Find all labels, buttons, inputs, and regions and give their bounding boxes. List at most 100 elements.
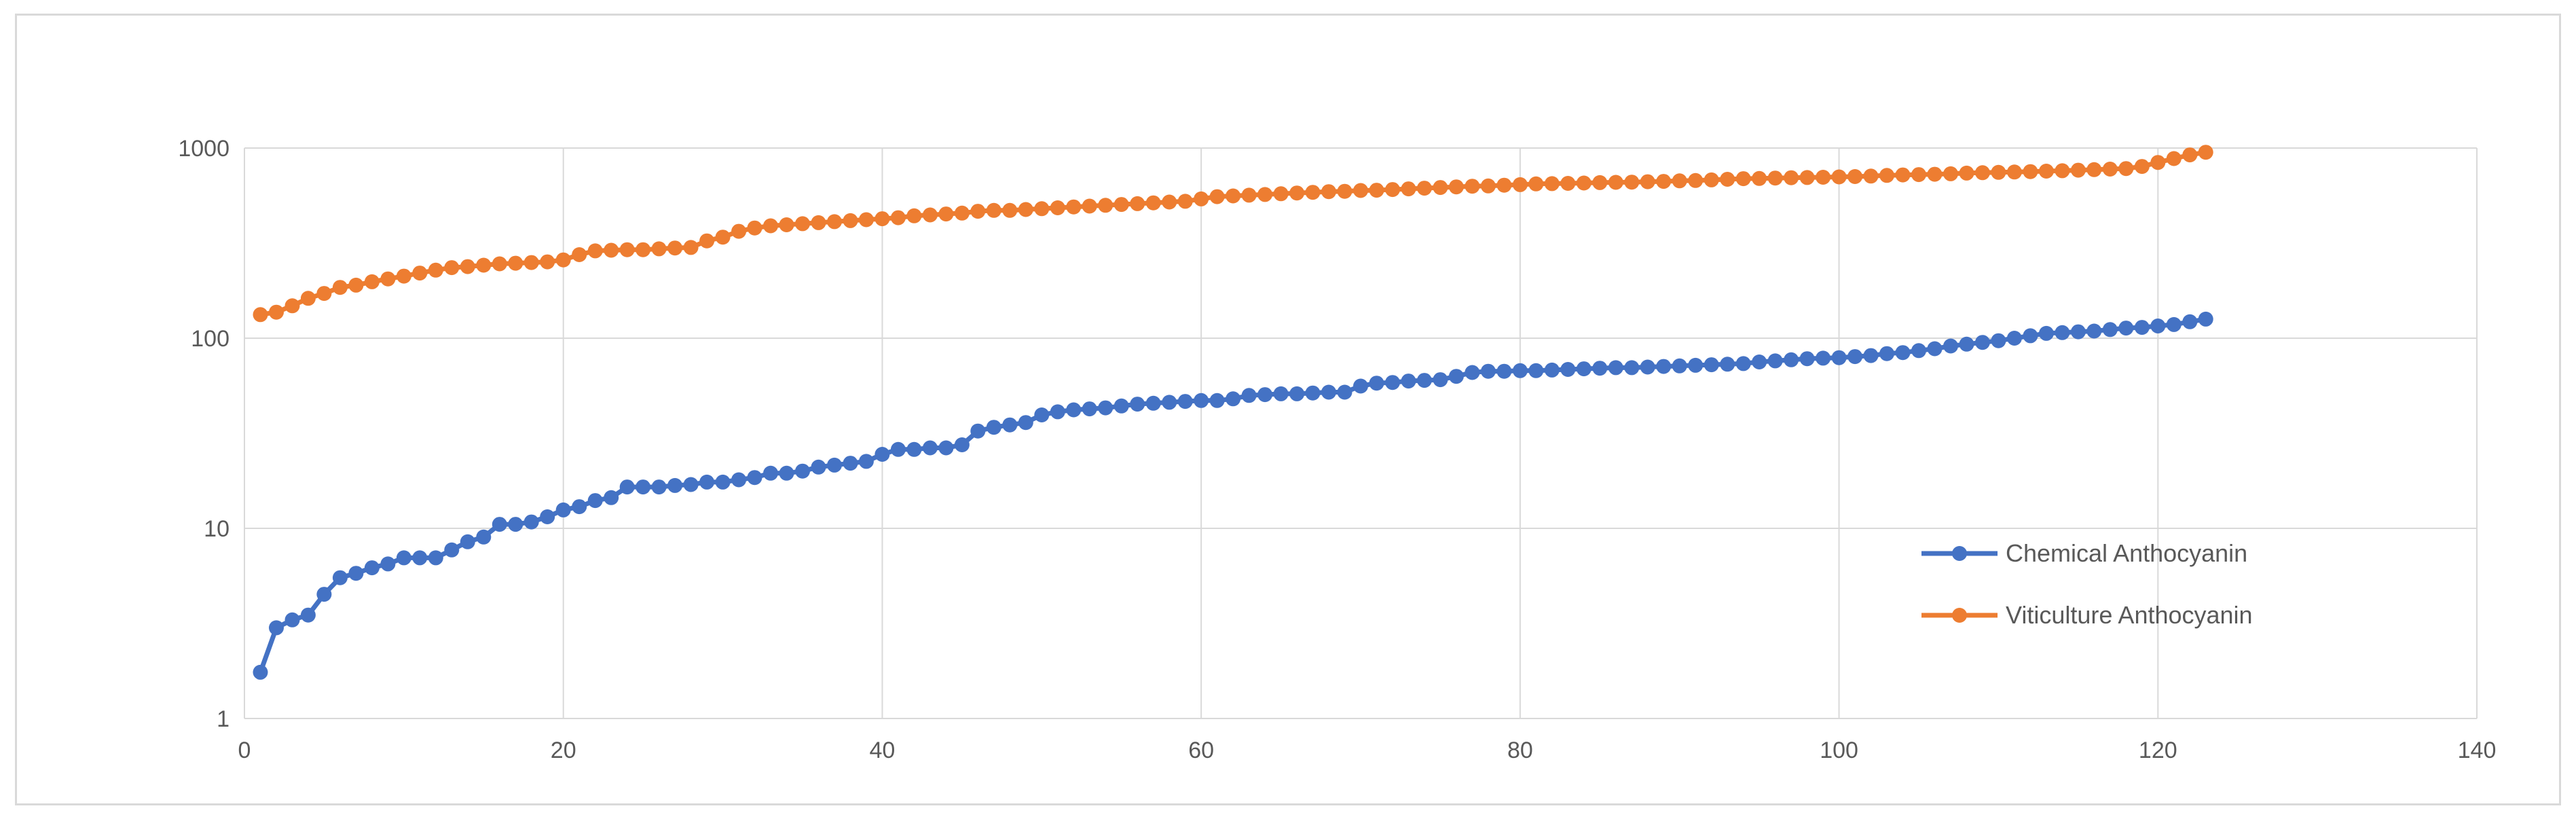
data-point [1162,395,1177,410]
data-point [1831,169,1847,185]
data-point [1927,341,1943,357]
data-point [906,208,922,223]
data-point [1735,356,1751,371]
data-point [1943,338,1958,354]
data-point [1321,384,1336,400]
data-point [555,502,571,517]
data-point [1624,360,1640,376]
data-point [572,499,587,515]
axis-label-layer: 1 10 100 1000 0 20 40 60 80 100 120 140 [178,136,2496,763]
x-tick-label: 20 [551,738,576,763]
data-point [396,550,411,566]
data-point [1433,180,1448,196]
data-point [1831,350,1847,365]
data-point [811,215,826,230]
data-point [1959,336,1974,352]
data-point [2023,328,2038,344]
data-point [1034,407,1050,422]
data-point [619,242,635,257]
data-point [747,220,762,236]
data-point [1991,333,2006,348]
data-point [811,459,826,475]
data-point [1704,172,1719,187]
data-point [922,207,938,223]
data-point [954,437,970,452]
data-point [747,470,762,486]
data-point [2166,151,2182,166]
data-point [1592,361,1608,376]
data-point [906,441,922,457]
data-point [1895,167,1911,183]
data-point [1385,182,1400,198]
data-point [2118,321,2134,336]
data-point [1401,181,1416,197]
data-point [1560,362,1576,377]
data-point [508,517,523,532]
data-point [1241,187,1257,203]
data-point [1465,179,1480,194]
series-line-0 [258,316,2207,674]
x-tick-label: 100 [1820,738,1858,763]
data-point [428,550,443,566]
data-point [2150,155,2166,170]
data-point [476,529,492,545]
data-point [1321,184,1336,200]
data-point [2182,147,2198,163]
data-point [683,240,699,255]
data-point [1560,176,1576,191]
data-point [1114,197,1129,213]
data-point [1544,362,1560,378]
data-point [269,620,284,636]
data-point [795,216,810,232]
data-point [2070,324,2086,340]
data-point [348,277,364,293]
data-point [858,454,874,469]
data-point [2086,162,2102,177]
data-point [1130,196,1145,211]
data-point [1688,357,1704,373]
data-point [316,587,332,602]
data-point [1145,195,1161,211]
data-point [1991,164,2006,180]
data-point [1608,360,1623,376]
chart-frame [15,14,2561,805]
legend-label: Chemical Anthocyanin [2006,539,2247,567]
data-point [1194,191,1209,206]
data-point [1226,188,1241,204]
data-point [1752,170,1767,186]
data-point [492,517,507,532]
data-point [2070,162,2086,178]
data-point [731,223,747,239]
x-tick-label: 140 [2458,738,2497,763]
data-point [1640,359,1655,375]
data-point [1512,177,1528,192]
data-point [954,205,970,221]
data-point [1369,376,1384,391]
data-point [1927,166,1943,182]
y-tick-label: 1000 [178,136,229,162]
data-point [300,607,316,623]
data-point [1194,393,1209,408]
data-point [779,217,794,232]
data-point [1512,363,1528,378]
data-point [715,230,731,245]
data-point [1177,194,1193,209]
data-point [1496,363,1512,379]
data-point [253,664,268,680]
data-point [699,474,715,490]
data-point [460,534,475,549]
data-point [1863,168,1879,184]
data-point [779,465,794,481]
data-point [1082,198,1097,214]
data-point [1305,185,1321,200]
data-point [1784,352,1799,367]
legend-label: Viticulture Anthocyanin [2006,601,2253,629]
data-point [1145,395,1161,411]
data-point [460,259,475,274]
data-point [1002,202,1018,218]
data-point [938,440,954,456]
data-point [412,266,428,281]
data-point [1974,165,1990,181]
data-point [1177,394,1193,410]
